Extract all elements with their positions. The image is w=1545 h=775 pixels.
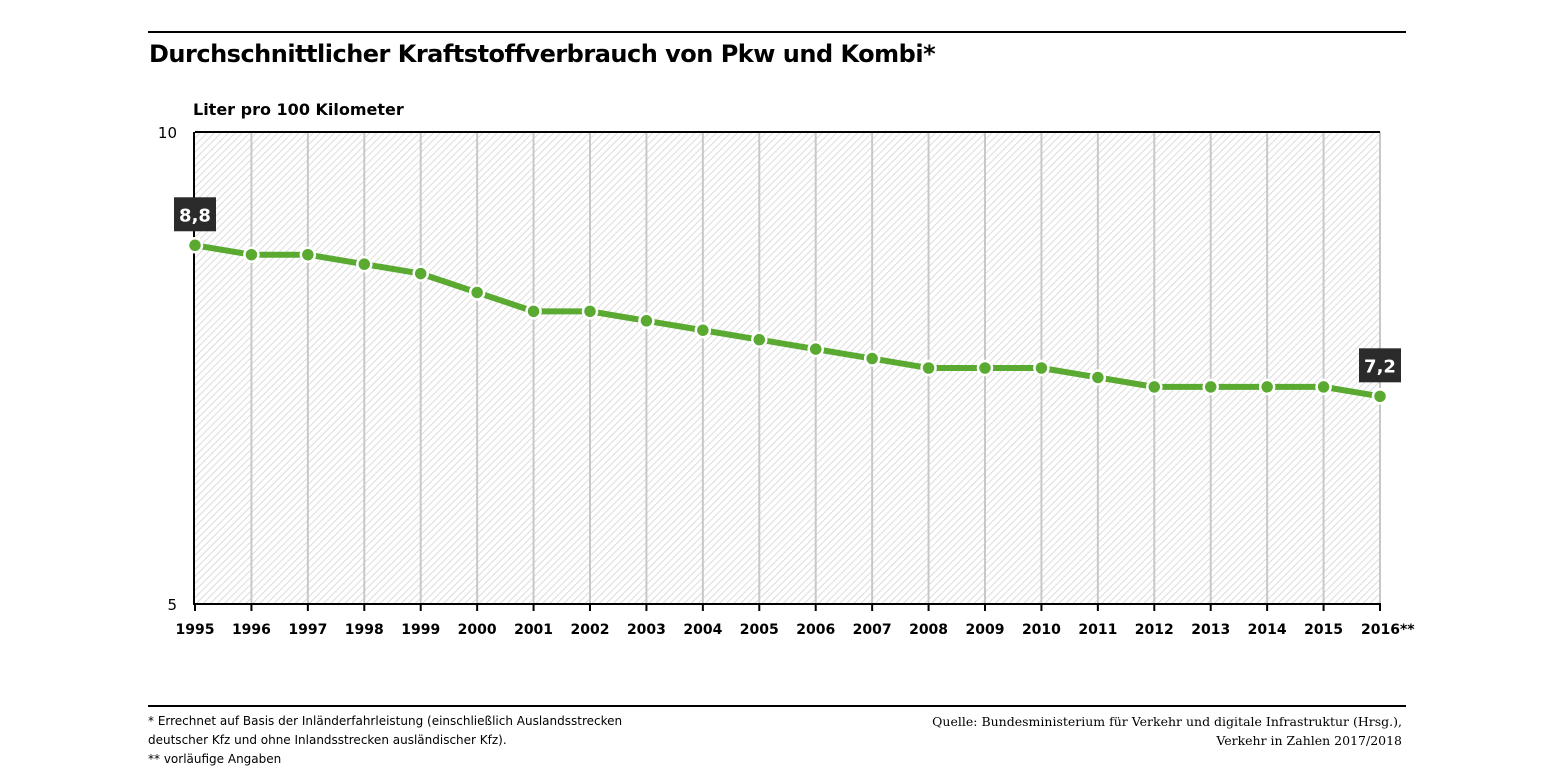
x-tick-label: 2009: [966, 622, 1005, 638]
data-label-box: [174, 197, 216, 232]
data-point: [1371, 388, 1389, 405]
data-point: [1202, 378, 1219, 396]
y-tick-label: 10: [158, 124, 177, 142]
x-tick-label: 2005: [740, 622, 779, 638]
y-tick-label: 5: [167, 596, 177, 614]
data-point: [638, 312, 655, 330]
data-point: [1258, 378, 1276, 396]
data-point: [863, 350, 881, 367]
data-point: [468, 284, 486, 301]
x-tick-label: 2004: [683, 622, 722, 638]
x-tick-label: 2007: [853, 622, 892, 638]
plot-area: [195, 132, 1380, 604]
x-tick-label: 2013: [1191, 622, 1230, 638]
x-tick-label: 2000: [458, 622, 497, 638]
x-tick-label: 2006: [796, 622, 835, 638]
data-point: [581, 303, 599, 320]
data-point: [807, 340, 824, 358]
chart-title: Durchschnittlicher Kraftstoffverbrauch v…: [149, 40, 936, 68]
source-line: Verkehr in Zahlen 2017/2018: [1216, 733, 1402, 748]
top-rule: [148, 31, 1406, 33]
x-tick-label: 2003: [627, 622, 666, 638]
x-tick-label: 2011: [1078, 622, 1117, 638]
x-tick-label: 1997: [288, 622, 327, 638]
y-axis-label: Liter pro 100 Kilometer: [193, 100, 404, 119]
source-note: Quelle: Bundesministerium für Verkehr un…: [932, 712, 1402, 750]
footnote-line: ** vorläufige Angaben: [148, 752, 282, 766]
x-tick-label: 2001: [514, 622, 553, 638]
footnote-line: deutscher Kfz und ohne Inlandsstrecken a…: [148, 733, 507, 747]
series-line: [192, 242, 1383, 400]
x-tick-label: 2012: [1135, 622, 1174, 638]
data-point: [243, 246, 260, 263]
x-tick-label: 1996: [232, 622, 271, 638]
x-tick-label: 2016**: [1361, 622, 1415, 638]
footnotes: * Errechnet auf Basis der Inländerfahrle…: [148, 712, 622, 769]
footnote-line: * Errechnet auf Basis der Inländerfahrle…: [148, 714, 623, 728]
x-tick-label: 2014: [1248, 622, 1287, 638]
data-point: [976, 359, 994, 377]
bottom-rule: [148, 705, 1406, 707]
x-tick-label: 1995: [176, 622, 215, 638]
data-point: [751, 331, 768, 348]
data-point: [186, 237, 204, 254]
data-point: [525, 303, 542, 320]
data-label-box: [1359, 348, 1401, 383]
x-tick-label: 1998: [345, 622, 384, 638]
x-tick-label: 2002: [571, 622, 610, 638]
data-point: [299, 246, 317, 263]
data-point: [1146, 378, 1163, 396]
data-point: [412, 265, 429, 282]
data-label-text: 7,2: [1364, 356, 1396, 377]
x-tick-label: 2015: [1304, 622, 1343, 638]
data-point: [694, 321, 712, 339]
data-point: [1089, 369, 1107, 386]
data-label: 7,2: [1359, 348, 1401, 383]
x-tick-label: 2008: [909, 622, 948, 638]
x-tick-label: 2010: [1022, 622, 1061, 638]
data-point: [1033, 359, 1050, 377]
data-label: 8,8: [174, 197, 216, 232]
data-point: [356, 255, 373, 273]
source-line: Quelle: Bundesministerium für Verkehr un…: [932, 714, 1402, 729]
data-label-text: 8,8: [179, 205, 211, 226]
data-point: [920, 359, 937, 377]
data-point: [1315, 378, 1332, 396]
x-tick-label: 1999: [401, 622, 440, 638]
